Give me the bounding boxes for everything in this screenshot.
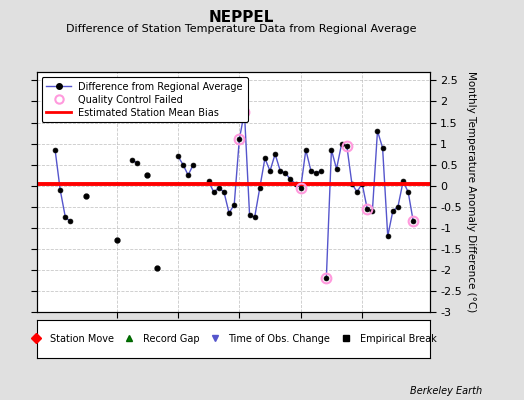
Text: Difference of Station Temperature Data from Regional Average: Difference of Station Temperature Data f… — [66, 24, 416, 34]
Legend: Station Move, Record Gap, Time of Obs. Change, Empirical Break: Station Move, Record Gap, Time of Obs. C… — [26, 330, 440, 348]
Text: Berkeley Earth: Berkeley Earth — [410, 386, 482, 396]
Y-axis label: Monthly Temperature Anomaly Difference (°C): Monthly Temperature Anomaly Difference (… — [466, 71, 476, 313]
Legend: Difference from Regional Average, Quality Control Failed, Estimated Station Mean: Difference from Regional Average, Qualit… — [41, 77, 248, 122]
Text: NEPPEL: NEPPEL — [209, 10, 274, 26]
